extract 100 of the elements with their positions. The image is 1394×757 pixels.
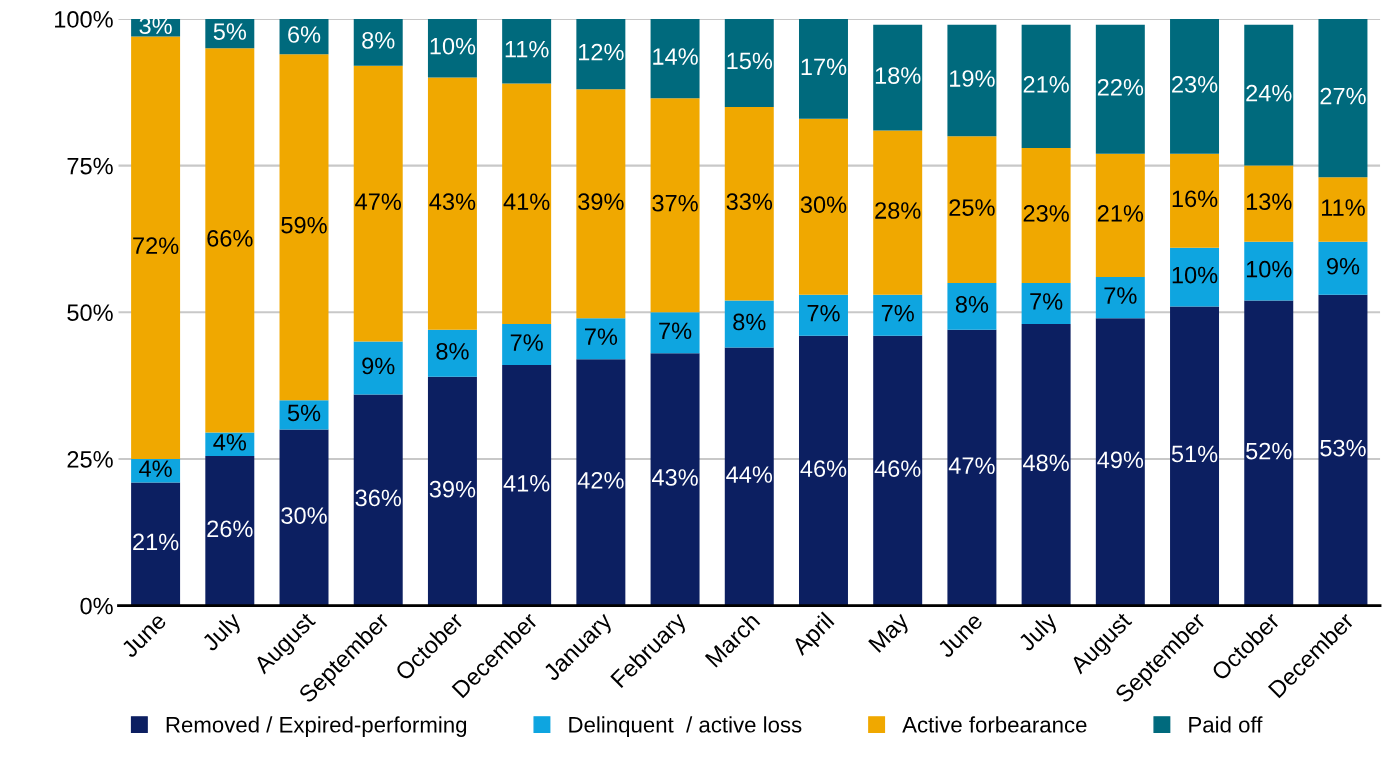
data-label: 22% [1097,78,1144,96]
bar [1021,147,1071,283]
data-label: 49% [1097,451,1144,469]
bar [502,365,552,606]
bar [1170,18,1220,154]
bar [873,294,923,336]
bar [1244,24,1294,166]
y-tick-label: 0% [80,597,113,615]
bar [279,429,329,606]
data-label: 8% [733,313,766,331]
data-label: 19% [950,70,995,87]
bar [947,24,997,137]
bar [1170,247,1220,307]
bar [1095,318,1145,606]
bar [799,18,848,119]
y-tick-label: 75% [67,157,113,175]
bar [427,18,477,78]
bar [353,18,403,66]
data-label: 12% [579,43,624,61]
bar [427,376,477,606]
data-label: 47% [355,193,402,210]
data-label: 30% [281,507,327,524]
bar [947,136,997,283]
data-label: 46% [800,460,847,477]
data-label: 11% [505,40,549,58]
bar [427,77,477,330]
data-label: 5% [213,23,247,40]
x-tick-label: July [200,610,246,656]
bar [650,353,700,606]
bar [1244,165,1294,242]
data-label: 23% [1172,76,1218,93]
bar [576,89,626,319]
bar [502,324,552,366]
data-label: 7% [510,334,543,351]
data-label: 10% [430,37,476,55]
bar [873,24,923,131]
data-label: 39% [429,480,476,498]
bar [799,118,848,295]
bar [1170,153,1220,248]
bar [576,18,626,90]
bar [131,36,181,459]
data-label: 39% [578,193,624,211]
data-label: 43% [429,193,476,211]
y-tick-label: 50% [67,304,113,322]
data-label: 72% [133,237,179,254]
data-label: 59% [281,216,327,234]
data-label: 13% [1246,193,1292,211]
bar [799,335,848,606]
bar [947,329,997,606]
y-tick-label: 100% [55,10,113,28]
data-label: 21% [133,533,179,551]
data-label: 14% [653,48,698,65]
bar [353,394,403,606]
data-label: 8% [436,342,469,360]
data-label: 36% [355,489,402,507]
data-label: 47% [948,457,995,474]
data-label: 27% [1320,87,1366,105]
legend-label: Paid off [1189,716,1263,733]
bar [650,98,700,313]
bar [873,130,923,295]
data-label: 4% [139,460,172,477]
bar [131,482,181,606]
bar [279,54,329,401]
data-label: 53% [1320,439,1366,457]
bar [947,282,997,330]
data-label: 28% [875,202,921,219]
bar [1021,324,1071,606]
y-tick-label: 25% [67,451,113,468]
data-label: 18% [875,67,921,84]
data-label: 4% [213,433,247,451]
x-tick-label: July [1016,610,1062,656]
legend-label: Removed / Expired-performing [166,716,467,737]
bar [353,65,403,342]
bar [353,341,403,395]
data-label: 10% [1172,266,1218,284]
bar [1318,177,1368,242]
bar [502,83,552,324]
bar [1318,294,1368,606]
bar [1244,241,1294,301]
data-label: 7% [1030,293,1063,310]
data-label: 51% [1171,445,1218,463]
data-label: 44% [726,466,773,483]
bar [576,359,626,606]
legend-label: Active forbearance [902,716,1087,733]
data-label: 26% [207,520,253,538]
data-label: 8% [955,296,989,313]
data-label: 48% [1023,454,1069,472]
data-label: 8% [362,32,395,49]
bar [279,400,329,430]
data-label: 30% [800,196,847,213]
data-label: 7% [659,322,692,340]
data-label: 41% [503,193,550,210]
bar [1021,24,1071,148]
bar [205,48,255,433]
data-label: 43% [651,469,698,486]
data-label: 6% [288,26,321,43]
data-label: 10% [1246,260,1292,278]
bar [576,318,626,360]
bar [502,18,552,84]
data-label: 42% [577,472,624,489]
